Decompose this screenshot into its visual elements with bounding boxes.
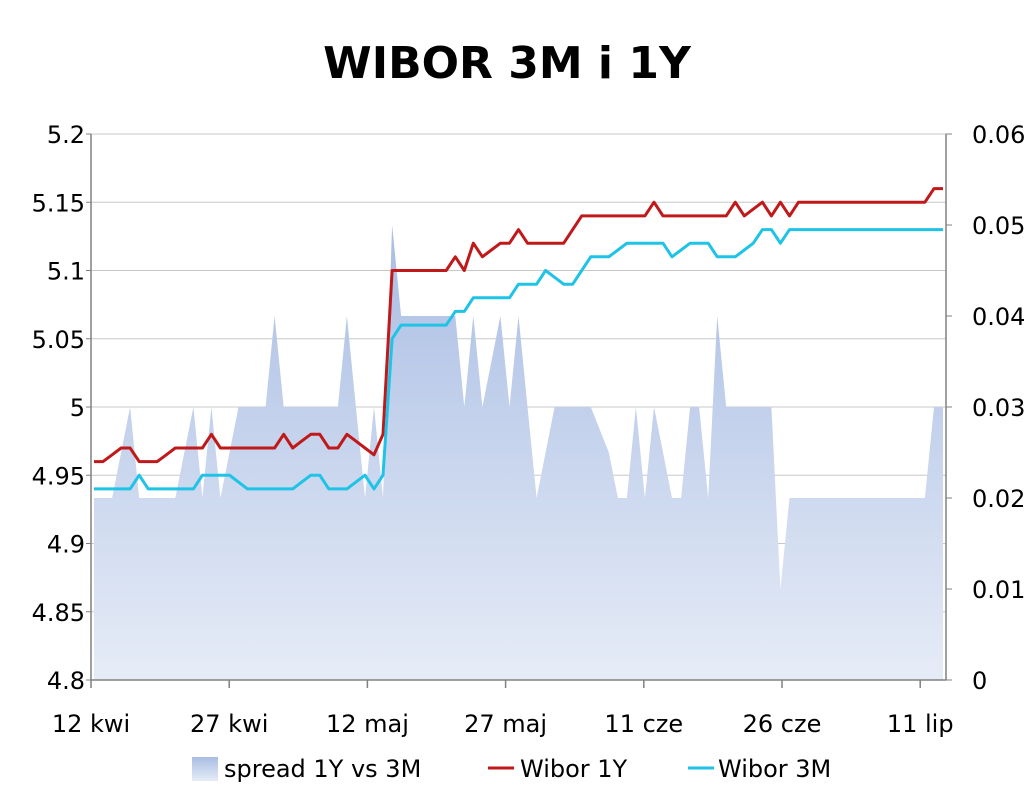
- legend-label-wibor-3m: Wibor 3M: [718, 755, 831, 783]
- y-left-tick-label: 4.9: [47, 531, 85, 559]
- legend-label-wibor-1y: Wibor 1Y: [520, 755, 628, 783]
- y-right-tick-label: 0.04: [972, 303, 1024, 331]
- series-area-spread: [94, 225, 943, 680]
- legend-swatch-spread: [192, 757, 218, 781]
- x-tick-label: 12 kwi: [52, 710, 130, 738]
- y-left-tick-label: 4.8: [47, 667, 85, 695]
- y-left-tick-label: 5: [70, 394, 85, 422]
- x-tick-label: 27 maj: [464, 710, 547, 738]
- series-line-wibor-1y: [94, 187, 943, 464]
- x-tick-label: 26 cze: [743, 710, 822, 738]
- tick-layer: 5.2 5.15 5.1 5.05 5 4.95 4.9 4.85 4.8 0.06 0.05 0.0…: [32, 121, 1024, 738]
- y-left-tick-label: 5.15: [32, 189, 85, 217]
- x-tick-label: 27 kwi: [190, 710, 268, 738]
- legend: spread 1Y vs 3M Wibor 1Y Wibor 3M: [192, 755, 831, 783]
- y-left-tick-label: 5.1: [47, 258, 85, 286]
- area-layer: [94, 225, 943, 680]
- line-layer: [94, 187, 943, 491]
- y-right-tick-label: 0.01: [972, 576, 1024, 604]
- y-left-tick-label: 5.05: [32, 326, 85, 354]
- x-tick-label: 11 cze: [604, 710, 683, 738]
- y-left-tick-label: 4.85: [32, 599, 85, 627]
- legend-label-spread: spread 1Y vs 3M: [224, 755, 421, 783]
- x-tick-label: 12 maj: [326, 710, 409, 738]
- y-right-tick-label: 0: [972, 667, 987, 695]
- chart-title: WIBOR 3M i 1Y: [323, 38, 692, 89]
- y-right-tick-label: 0.02: [972, 485, 1024, 513]
- axis-layer: [86, 133, 952, 688]
- series-line-wibor-3m: [94, 228, 943, 491]
- y-right-tick-label: 0.05: [972, 212, 1024, 240]
- x-tick-label: 11 lip: [887, 710, 954, 738]
- y-left-tick-label: 5.2: [47, 121, 85, 149]
- y-right-tick-label: 0.06: [972, 121, 1024, 149]
- y-right-tick-label: 0.03: [972, 394, 1024, 422]
- y-left-tick-label: 4.95: [32, 462, 85, 490]
